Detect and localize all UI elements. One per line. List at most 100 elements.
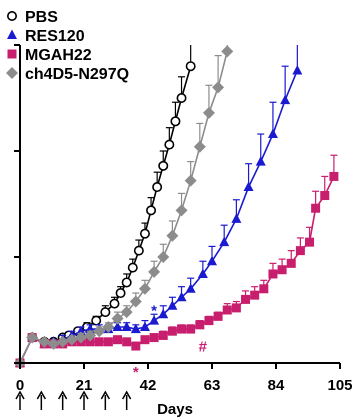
axis-layer: 0 21 42 63 84 105 Days (14, 44, 353, 418)
data-point (207, 255, 217, 266)
data-point (140, 335, 150, 345)
data-point (255, 156, 266, 166)
data-point (195, 320, 205, 330)
data-point (193, 140, 206, 153)
data-point (7, 29, 17, 39)
data-point (243, 181, 254, 192)
data-point (212, 81, 225, 94)
legend-item: RES120 (7, 28, 85, 45)
data-point (139, 321, 150, 331)
data-point (38, 335, 51, 348)
data-point (213, 311, 223, 321)
data-point (311, 203, 321, 213)
data-point (185, 283, 196, 293)
data-point (175, 204, 188, 217)
data-point (241, 294, 251, 304)
data-point (113, 335, 123, 345)
data-point (26, 331, 39, 344)
data-point (259, 284, 269, 294)
data-point (149, 315, 160, 325)
data-point (295, 246, 305, 256)
data-point (219, 236, 230, 247)
data-point (164, 139, 175, 150)
data-point (186, 324, 196, 334)
data-point (138, 282, 151, 295)
x-tick-label: 105 (327, 377, 352, 394)
data-point (222, 305, 232, 315)
data-point (56, 335, 69, 348)
legend-item: ch4D5-N297Q (6, 66, 129, 83)
data-point (103, 337, 113, 347)
data-point (176, 93, 187, 104)
x-tick-label: 63 (204, 377, 221, 394)
data-point (122, 337, 132, 347)
legend: PBS RES120 MGAH22 ch4D5-N297Q (6, 9, 129, 83)
legend-label: MGAH22 (25, 47, 92, 64)
data-point (202, 106, 215, 119)
data-point (7, 11, 17, 21)
data-point (131, 341, 141, 351)
data-point (133, 245, 144, 256)
data-point (280, 94, 291, 105)
data-point (139, 228, 150, 239)
data-point (65, 333, 78, 346)
legend-item: PBS (7, 9, 58, 26)
x-tick-label: 42 (140, 377, 157, 394)
dosing-arrow-head (15, 390, 25, 400)
data-point (112, 321, 123, 331)
data-point (158, 160, 169, 171)
data-point (204, 316, 214, 326)
series-line (19, 70, 299, 364)
data-point (93, 325, 106, 338)
significance-marker: # (199, 339, 208, 356)
data-point (130, 323, 141, 334)
data-point (100, 307, 111, 318)
data-point (85, 337, 95, 347)
data-point (184, 174, 197, 187)
data-point (320, 191, 330, 201)
data-point (250, 290, 260, 300)
dosing-arrow-head (79, 390, 89, 400)
dosing-arrow-head (100, 390, 110, 400)
data-point (115, 288, 126, 299)
significance-marker: * (151, 303, 157, 320)
data-point (166, 229, 179, 242)
data-point (158, 308, 169, 319)
data-point (74, 331, 87, 344)
data-point (121, 277, 132, 288)
data-point (167, 326, 177, 336)
legend-label: PBS (25, 9, 58, 26)
data-point (129, 295, 142, 308)
data-point (84, 329, 97, 342)
data-point (127, 262, 138, 273)
data-point (152, 182, 163, 193)
data-point (221, 45, 234, 58)
data-point (91, 315, 102, 326)
data-point (167, 300, 178, 310)
legend-label: RES120 (25, 28, 85, 45)
data-point (277, 265, 287, 275)
data-point (231, 303, 241, 313)
data-point (197, 268, 208, 278)
x-tick-label: 21 (76, 377, 93, 394)
significance-marker: * (133, 364, 139, 381)
data-point (7, 49, 17, 59)
data-point (170, 116, 181, 127)
data-point (121, 321, 132, 331)
data-point (111, 312, 124, 325)
data-point (185, 61, 196, 72)
annotations: * * # (133, 303, 208, 381)
series-ch4d5-n297q (14, 45, 234, 369)
data-point (146, 205, 157, 216)
data-point (305, 237, 315, 247)
legend-label: ch4D5-N297Q (25, 66, 129, 83)
legend-item: MGAH22 (7, 47, 92, 64)
series-res120 (15, 45, 303, 367)
data-point (149, 333, 159, 343)
data-point (267, 128, 278, 139)
x-tick-label: 0 (16, 377, 24, 394)
x-tick-label: 84 (268, 377, 285, 394)
data-point (109, 298, 120, 309)
